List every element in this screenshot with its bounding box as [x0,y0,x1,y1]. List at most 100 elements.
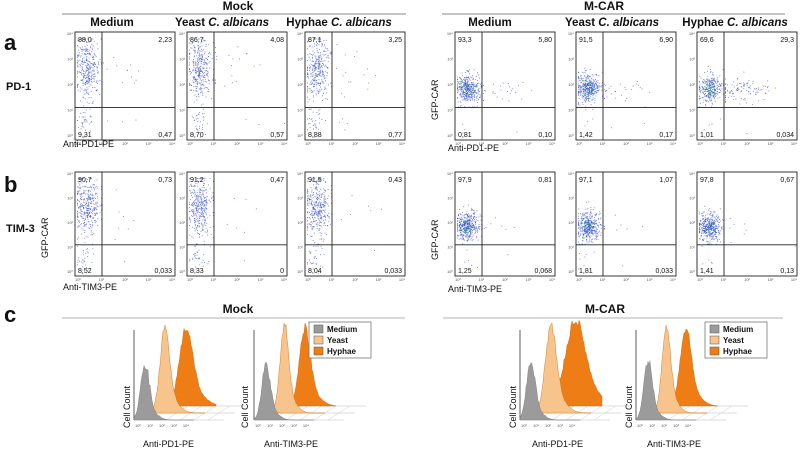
quadrant-value-ur: 0,43 [388,177,402,184]
x-tick-label: 10¹ [721,277,727,282]
x-tick-label: 10¹ [600,277,606,282]
x-tick-label: 10⁴ [169,141,175,146]
quadrant-value-ul: 91,5 [308,177,322,184]
quadrant-value-lr: 0,57 [270,132,284,139]
y-tick-label: 10² [297,82,303,87]
y-tick-label: 10¹ [179,245,185,250]
y-tick-label: 10² [67,82,73,87]
quadrant-value-lr: 0,47 [158,132,172,139]
quadrant-value-lr: 0,068 [534,268,552,275]
histogram-medium [133,364,194,421]
x-tick-label: 10² [352,141,358,146]
quadrant-value-ul: 87,1 [308,37,322,44]
y-tick-label: 10¹ [297,108,303,113]
column-label-mcar-hyphae: Hyphae C. albicans [682,17,787,29]
x-tick-label: 10¹ [721,141,727,146]
y-tick-label: 10⁰ [297,269,303,274]
x-tick-label: 10³ [647,141,653,146]
x-tick-label: 10⁰ [455,141,461,146]
y-tick-label: 10⁴ [689,31,695,36]
x-tick-label: 10⁴ [281,141,287,146]
x-tick-label: 10¹ [479,141,485,146]
histogram-header-mock: Mock [223,302,254,316]
quadrant-value-ll: 0,81 [458,132,472,139]
quadrant-value-ur: 2,23 [158,37,172,44]
x-tick-label: 10⁰ [75,141,81,146]
hist-x-tick: 10⁰ [255,423,261,428]
histogram-medium [519,362,580,421]
quadrant-value-ll: 8,04 [308,268,322,275]
x-tick-label: 10² [744,277,750,282]
quadrant-value-ul: 91,2 [190,177,204,184]
y-tick-label: 10¹ [67,245,73,250]
dot-plot-panel: 10⁰ 10¹ 10² 10³ 10⁴ 10⁰ 10¹ 10² 10³ 10⁴ 86.7 4,08 8,… [179,31,288,146]
quadrant-value-ur: 0,47 [270,177,284,184]
hist-x-label-mock-pd1: Anti-PD1-PE [143,439,194,449]
legend-label-yeast: Yeast [723,336,744,345]
histogram-panel: 10⁰ 10¹ 10² 10³ 10⁴ [635,325,748,428]
dot-plot-panel: 10⁰ 10¹ 10² 10³ 10⁴ 10⁰ 10¹ 10² 10³ 10⁴ 91,5 0,43 8,… [297,171,406,282]
y-tick-label: 10² [689,82,695,87]
y-tick-label: 10³ [67,57,73,62]
quadrant-value-ll: 1,25 [458,268,472,275]
hist-x-tick: 10⁴ [183,423,189,428]
quadrant-value-ll: 1,41 [700,268,714,275]
quadrant-value-ll: 1,81 [579,268,593,275]
quadrant-value-ll: 8,33 [190,268,204,275]
dot-cloud [307,38,376,138]
y-tick-label: 10⁰ [179,269,185,274]
quadrant-value-ur: 6,90 [659,37,673,44]
quadrant-value-ur: 3,25 [388,37,402,44]
hist-x-tick: 10¹ [533,423,539,428]
dot-cloud [699,205,796,265]
y-tick-label: 10⁴ [297,31,303,36]
x-tick-label: 10¹ [211,277,217,282]
y-tick-label: 10⁰ [179,133,185,138]
legend-swatch-yeast [313,335,324,345]
hist-x-tick: 10¹ [267,423,273,428]
quadrant-value-ll: 8,88 [308,132,322,139]
y-tick-label: 10⁴ [67,31,73,36]
histogram-yeast [265,322,325,414]
dot-cloud [307,178,382,274]
dot-plot-panel: 10⁰ 10¹ 10² 10³ 10⁴ 10⁰ 10¹ 10² 10³ 10⁴ 97,9 0,81 1,… [447,171,556,282]
y-tick-label: 10³ [568,57,574,62]
quadrant-value-ul: 88,0 [78,37,92,44]
quadrant-value-ll: 8,52 [78,268,92,275]
x-tick-label: 10³ [768,277,774,282]
quadrant-value-ul: 97,1 [579,177,593,184]
y-tick-label: 10⁰ [689,133,695,138]
y-tick-label: 10⁴ [179,171,185,176]
legend-mcar: Medium Yeast Hyphae [704,321,768,359]
quadrant-value-ur: 0,81 [538,177,552,184]
x-tick-label: 10¹ [99,277,105,282]
x-axis-label-tim3-mcar: Anti-TIM3-PE [448,284,502,294]
y-tick-label: 10⁰ [447,133,453,138]
x-tick-label: 10⁰ [305,141,311,146]
dot-plot-panel: 10⁰ 10¹ 10² 10³ 10⁴ 10⁰ 10¹ 10² 10³ 10⁴ 91,5 6,90 1,… [568,31,677,146]
dot-plot-panel: 10⁰ 10¹ 10² 10³ 10⁴ 10⁰ 10¹ 10² 10³ 10⁴ 88,0 2,23 9,… [67,31,176,146]
hist-floor-diagonal [593,405,617,421]
y-tick-label: 10¹ [568,108,574,113]
legend-label-medium: Medium [723,325,753,334]
x-tick-label: 10³ [768,141,774,146]
x-tick-label: 10² [234,141,240,146]
legend-swatch-yeast [709,335,720,345]
y-tick-label: 10⁰ [67,133,73,138]
hist-x-tick: 10³ [557,423,563,428]
x-tick-label: 10⁴ [281,277,287,282]
hist-x-tick: 10³ [171,423,177,428]
y-tick-label: 10² [447,220,453,225]
hist-floor-diagonal [709,405,733,421]
dot-plot-frame [186,31,288,141]
quadrant-value-lr: 0,033 [154,268,172,275]
histogram-overlays: 10⁰ 10¹ 10² 10³ 10⁴ 10⁰ 10¹ 10² 10³ 10⁴ 10⁰ 10¹ 10² 1… [133,319,748,428]
y-tick-label: 10² [179,220,185,225]
x-tick-label: 10³ [376,277,382,282]
y-tick-label: 10² [179,82,185,87]
dot-plot-panel: 10⁰ 10¹ 10² 10³ 10⁴ 10⁰ 10¹ 10² 10³ 10⁴ 69,6 29,3 1,… [689,31,798,146]
quadrant-value-ll: 8,70 [190,132,204,139]
dot-cloud [77,178,135,274]
dot-plot-grid: 10⁰ 10¹ 10² 10³ 10⁴ 10⁰ 10¹ 10² 10³ 10⁴ 88,0 2,23 9,… [67,31,798,282]
x-tick-label: 10⁰ [187,277,193,282]
